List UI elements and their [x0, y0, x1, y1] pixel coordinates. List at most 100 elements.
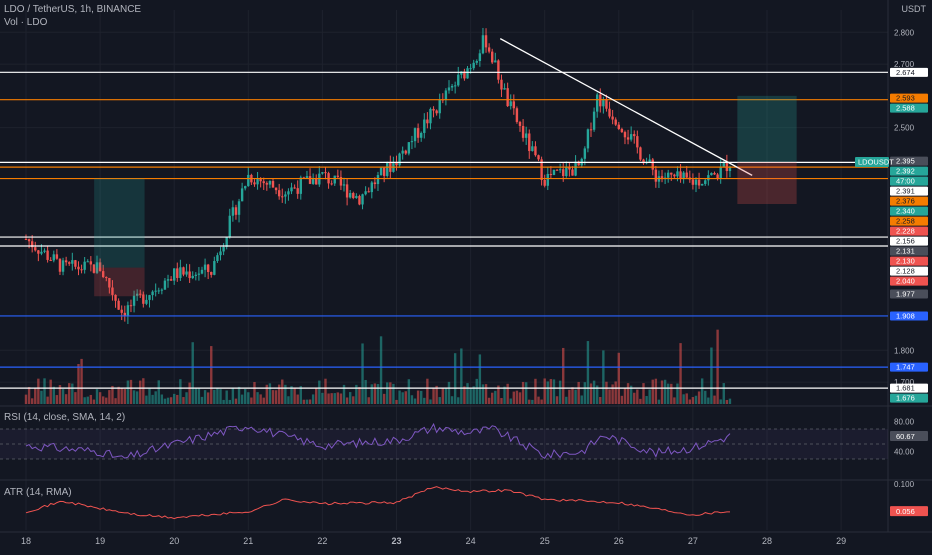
volume-bar	[599, 397, 602, 404]
volume-bar	[321, 392, 324, 404]
candle-body	[231, 207, 235, 216]
rsi-legend[interactable]: RSI (14, close, SMA, 14, 2)	[4, 412, 125, 423]
candle-body	[537, 155, 540, 160]
price-axis-label: 2.258	[890, 216, 928, 226]
candle-body	[636, 136, 639, 148]
candle-body	[219, 251, 222, 256]
candle-body	[623, 132, 627, 138]
candle-body	[407, 142, 411, 154]
candle-body	[509, 101, 512, 107]
x-tick-label: 18	[21, 536, 31, 546]
candle-body	[534, 146, 537, 156]
volume-bar	[704, 390, 707, 404]
volume-bar	[447, 381, 451, 404]
y-tick-label: 2.500	[894, 124, 915, 133]
price-axis-label-text: 1.977	[896, 290, 915, 299]
candle-body	[58, 258, 62, 272]
volume-bar	[722, 383, 725, 404]
volume-bar	[528, 399, 531, 404]
volume-bar	[657, 399, 661, 404]
candle-body	[713, 173, 716, 175]
volume-bar	[64, 394, 68, 404]
atr-legend[interactable]: ATR (14, RMA)	[4, 487, 72, 498]
rsi-value-badge: 60.67	[896, 432, 915, 441]
position-target-zone	[737, 95, 797, 163]
volume-bar	[358, 387, 361, 404]
volume-bar	[179, 379, 182, 404]
candle-body	[382, 167, 386, 176]
price-axis-label: 1.676	[890, 393, 928, 403]
candle-body	[611, 116, 614, 120]
candle-body	[120, 309, 123, 313]
volume-bar	[685, 393, 688, 404]
price-axis-label-bg	[890, 103, 928, 113]
price-axis-label: 2.392	[890, 166, 928, 176]
candle-body	[420, 132, 423, 138]
symbol-legend[interactable]: LDO / TetherUS, 1h, BINANCE	[4, 4, 141, 15]
candle-body	[145, 299, 148, 304]
x-tick-label: 26	[614, 536, 624, 546]
price-axis-label-text: 2.392	[896, 167, 915, 176]
volume-bar	[308, 399, 312, 404]
volume-bar	[651, 379, 654, 404]
volume-bar	[478, 354, 482, 404]
candle-body	[64, 260, 68, 263]
volume-bar	[475, 378, 478, 404]
volume-bar	[670, 383, 673, 404]
volume-bar	[206, 392, 210, 404]
candle-body	[27, 239, 31, 242]
price-axis-label-text: 2.258	[896, 217, 915, 226]
volume-bar	[697, 391, 701, 404]
price-axis-label-bg	[890, 176, 928, 186]
volume-bar	[453, 353, 457, 404]
atr-line	[25, 486, 730, 520]
volume-bar	[173, 393, 176, 404]
volume-bar	[46, 396, 49, 404]
candle-body	[481, 35, 485, 54]
volume-legend[interactable]: Vol · LDO	[4, 17, 47, 28]
volume-bar	[216, 388, 219, 404]
price-axis-label-text: 2.340	[896, 207, 915, 216]
x-tick-label: 25	[540, 536, 550, 546]
candle-body	[105, 277, 108, 279]
volume-bar	[379, 336, 383, 404]
x-tick-label: 27	[688, 536, 698, 546]
candle-body	[305, 176, 309, 178]
volume-bar	[129, 379, 133, 404]
candle-body	[24, 238, 28, 240]
candle-body	[379, 167, 383, 176]
candle-body	[484, 35, 488, 48]
price-axis-label-bg	[890, 276, 928, 286]
volume-bar	[441, 387, 445, 404]
volume-bar	[586, 341, 590, 404]
candle-body	[546, 173, 549, 186]
volume-bar	[336, 392, 340, 404]
candle-body	[438, 99, 441, 114]
volume-bar	[639, 398, 642, 404]
candle-body	[704, 180, 707, 184]
volume-bar	[389, 382, 392, 404]
candle-body	[345, 184, 349, 198]
candle-body	[308, 176, 312, 184]
candle-body	[256, 179, 259, 185]
candle-body	[540, 159, 543, 180]
price-axis-label-bg	[890, 226, 928, 236]
volume-bar	[534, 378, 537, 404]
candle-body	[722, 162, 725, 167]
candle-body	[95, 262, 99, 273]
volume-bar	[367, 397, 370, 404]
candle-body	[426, 119, 429, 124]
candle-body	[194, 274, 198, 276]
symbol-title: LDO / TetherUS, 1h, BINANCE	[4, 4, 142, 15]
price-axis-label-text: 1.908	[896, 311, 915, 320]
volume-bar	[271, 390, 275, 404]
candle-body	[685, 172, 688, 178]
volume-bar	[700, 378, 704, 404]
volume-bar	[660, 380, 664, 404]
volume-bar	[111, 385, 114, 404]
volume-bar	[185, 392, 188, 404]
volume-bar	[352, 396, 355, 404]
